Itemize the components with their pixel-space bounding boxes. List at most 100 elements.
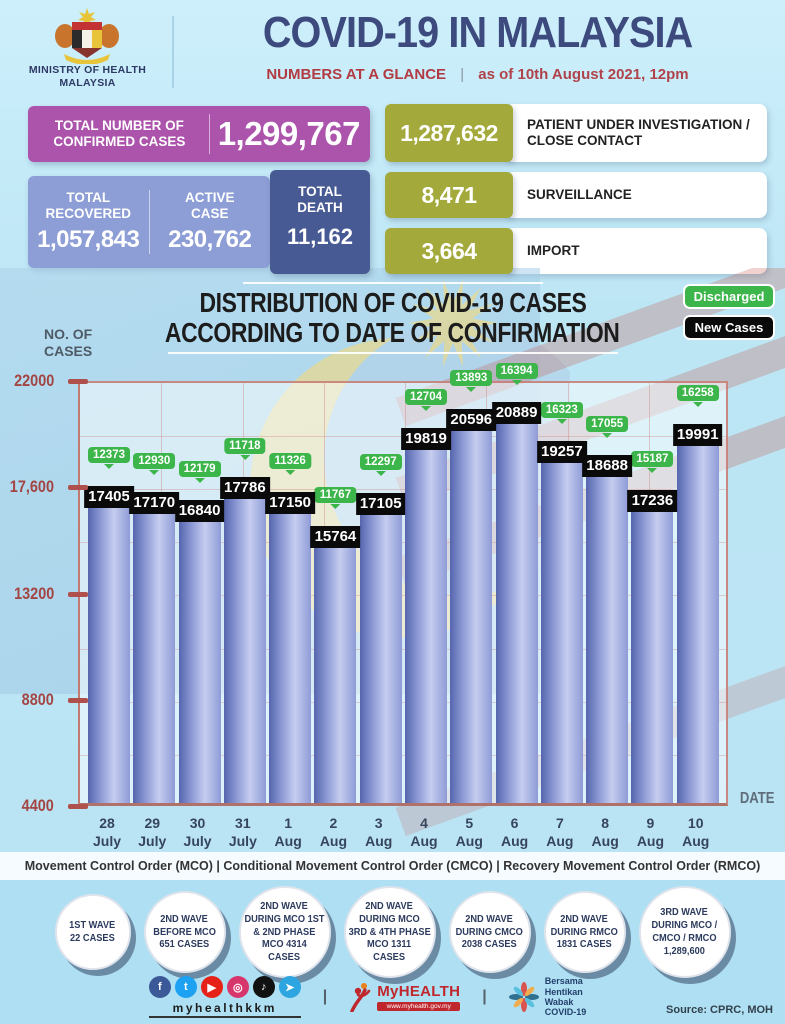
discharged-value-badge[interactable]: 12373 bbox=[88, 446, 130, 469]
hgridline[interactable] bbox=[80, 542, 726, 544]
stat-row[interactable]: 1,287,632 PATIENT UNDER INVESTIGATION / C… bbox=[385, 104, 767, 162]
new-cases-value-label[interactable]: 17170 bbox=[129, 491, 180, 514]
x-axis-tick-label[interactable]: 9 Aug bbox=[636, 815, 665, 850]
stat-value-box[interactable]: 3,664 bbox=[385, 228, 513, 274]
active-case: ACTIVE CASE 230,762 bbox=[150, 190, 271, 254]
bar[interactable] bbox=[631, 493, 674, 803]
stat-value-box[interactable]: 8,471 bbox=[385, 172, 513, 218]
x-axis-tick-label[interactable]: 2 Aug bbox=[319, 815, 348, 850]
bar[interactable] bbox=[178, 502, 221, 803]
discharged-value-badge[interactable]: 13893 bbox=[450, 369, 493, 392]
stat-label-box[interactable]: PATIENT UNDER INVESTIGATION / CLOSE CONT… bbox=[505, 104, 767, 162]
ministry-crest-logo bbox=[55, 8, 119, 64]
new-cases-value-label[interactable]: 18688 bbox=[582, 454, 632, 477]
x-axis-tick-label[interactable]: 3 Aug bbox=[365, 815, 393, 850]
y-tick-mark[interactable] bbox=[68, 591, 88, 597]
bar[interactable] bbox=[495, 404, 538, 803]
x-axis-tick-label[interactable]: 28 July bbox=[92, 815, 122, 850]
facebook-icon[interactable]: f bbox=[148, 976, 171, 998]
hgridline[interactable] bbox=[80, 648, 726, 650]
discharged-value-badge[interactable]: 11767 bbox=[314, 486, 357, 509]
discharged-value-badge[interactable]: 11326 bbox=[269, 453, 311, 476]
y-tick-mark[interactable] bbox=[68, 804, 88, 809]
bar[interactable] bbox=[269, 495, 312, 803]
discharged-value-badge[interactable]: 16394 bbox=[495, 362, 538, 385]
bar[interactable] bbox=[314, 528, 357, 803]
y-tick-label[interactable]: 22000 bbox=[13, 371, 54, 390]
new-cases-value-label[interactable]: 17150 bbox=[265, 492, 315, 515]
stat-row[interactable]: 3,664 IMPORT bbox=[385, 228, 767, 274]
x-axis-tick-label[interactable]: 1 Aug bbox=[274, 815, 302, 850]
new-cases-value-label[interactable]: 19819 bbox=[401, 427, 451, 450]
bar[interactable] bbox=[676, 426, 719, 803]
footer-divider: | bbox=[482, 988, 487, 1005]
hgridline[interactable] bbox=[80, 754, 726, 756]
confirmed-cases-box: TOTAL NUMBER OF CONFIRMED CASES 1,299,76… bbox=[28, 106, 370, 162]
telegram-icon[interactable]: ➤ bbox=[278, 976, 301, 998]
wave-circle[interactable]: 2ND WAVE DURING MCO 1ST & 2ND PHASE MCO 431… bbox=[238, 886, 331, 978]
twitter-icon[interactable]: t bbox=[174, 976, 197, 998]
x-axis-tick-label[interactable]: 10 Aug bbox=[682, 815, 710, 850]
chart-title-line2: ACCORDING TO DATE OF CONFIRMATION bbox=[165, 317, 620, 349]
discharged-value-badge[interactable]: 12704 bbox=[405, 388, 447, 411]
y-tick-label[interactable]: 4400 bbox=[21, 796, 54, 815]
new-cases-value-label[interactable]: 19991 bbox=[672, 423, 723, 446]
discharged-value-badge[interactable]: 11718 bbox=[224, 437, 266, 460]
wave-circle[interactable]: 2ND WAVE DURING MCO 3RD & 4TH PHASE MCO 131… bbox=[343, 886, 436, 978]
wave-circle[interactable]: 1ST WAVE 22 CASES bbox=[54, 894, 131, 970]
stat-value-box[interactable]: 1,287,632 bbox=[385, 104, 513, 162]
stat-label-box[interactable]: IMPORT bbox=[505, 228, 767, 274]
bar[interactable] bbox=[359, 496, 402, 803]
new-cases-value-label[interactable]: 17236 bbox=[627, 490, 678, 513]
instagram-icon[interactable]: ◎ bbox=[226, 976, 249, 998]
tiktok-icon[interactable]: ♪ bbox=[252, 976, 275, 998]
new-cases-value-label[interactable]: 17786 bbox=[219, 476, 270, 499]
discharged-value-badge[interactable]: 12930 bbox=[133, 452, 176, 475]
wave-circle[interactable]: 3RD WAVE DURING MCO / CMCO / RMCO 1,289,600 bbox=[638, 886, 731, 978]
x-axis-tick-label[interactable]: 4 Aug bbox=[410, 815, 438, 850]
wave-circle[interactable]: 2ND WAVE BEFORE MCO 651 CASES bbox=[143, 891, 226, 973]
y-tick-label[interactable]: 13200 bbox=[13, 583, 54, 603]
x-axis-tick-label[interactable]: 30 July bbox=[183, 815, 212, 850]
discharged-value-badge[interactable]: 16323 bbox=[540, 402, 583, 425]
discharged-value-badge[interactable]: 15187 bbox=[631, 451, 674, 474]
hgridline[interactable] bbox=[80, 595, 726, 597]
new-cases-value-label[interactable]: 16840 bbox=[174, 499, 225, 522]
new-cases-value-label[interactable]: 15764 bbox=[310, 525, 361, 548]
footer: f t ▶ ◎ ♪ ➤ myhealthkkm | MyHEALTH www.myheal… bbox=[60, 976, 675, 1018]
stat-row[interactable]: 8,471 SURVEILLANCE bbox=[385, 172, 767, 218]
y-tick-label[interactable]: 17,600 bbox=[9, 477, 54, 497]
x-axis-tick-label[interactable]: 7 Aug bbox=[546, 815, 574, 850]
hgridline[interactable] bbox=[80, 701, 726, 703]
wave-circle[interactable]: 2ND WAVE DURING CMCO 2038 CASES bbox=[448, 891, 531, 973]
stat-label-box[interactable]: SURVEILLANCE bbox=[505, 172, 767, 218]
bar[interactable] bbox=[133, 494, 176, 803]
bar[interactable] bbox=[586, 457, 629, 803]
new-cases-value-label[interactable]: 17405 bbox=[84, 485, 134, 508]
new-cases-value-label[interactable]: 17105 bbox=[355, 493, 406, 516]
youtube-icon[interactable]: ▶ bbox=[200, 976, 223, 998]
discharged-value-badge[interactable]: 12297 bbox=[359, 454, 402, 477]
x-axis-tick-label[interactable]: 6 Aug bbox=[500, 815, 529, 850]
x-axis-tick-label[interactable]: 5 Aug bbox=[455, 815, 483, 850]
y-tick-mark[interactable] bbox=[68, 697, 88, 703]
discharged-value-badge[interactable]: 17055 bbox=[586, 415, 629, 438]
bar[interactable] bbox=[88, 488, 130, 803]
x-axis-tick-label[interactable]: 29 July bbox=[138, 815, 167, 850]
y-tick-mark[interactable] bbox=[68, 485, 88, 491]
bar[interactable] bbox=[450, 411, 493, 803]
discharged-value-badge[interactable]: 12179 bbox=[178, 460, 221, 483]
y-tick-label[interactable]: 8800 bbox=[21, 689, 54, 709]
x-axis-tick-label[interactable]: 8 Aug bbox=[591, 815, 619, 850]
bar[interactable] bbox=[223, 479, 266, 803]
y-tick-mark[interactable] bbox=[68, 379, 88, 384]
new-cases-value-label[interactable]: 20596 bbox=[446, 408, 497, 431]
new-cases-value-label[interactable]: 19257 bbox=[536, 441, 587, 464]
bar[interactable] bbox=[540, 444, 583, 803]
wave-circle[interactable]: 2ND WAVE DURING RMCO 1831 CASES bbox=[543, 891, 626, 973]
bar[interactable] bbox=[405, 430, 447, 803]
hgridline[interactable] bbox=[80, 489, 726, 491]
discharged-value-badge[interactable]: 16258 bbox=[676, 384, 719, 407]
new-cases-value-label[interactable]: 20889 bbox=[491, 401, 542, 424]
x-axis-tick-label[interactable]: 31 July bbox=[228, 815, 257, 850]
